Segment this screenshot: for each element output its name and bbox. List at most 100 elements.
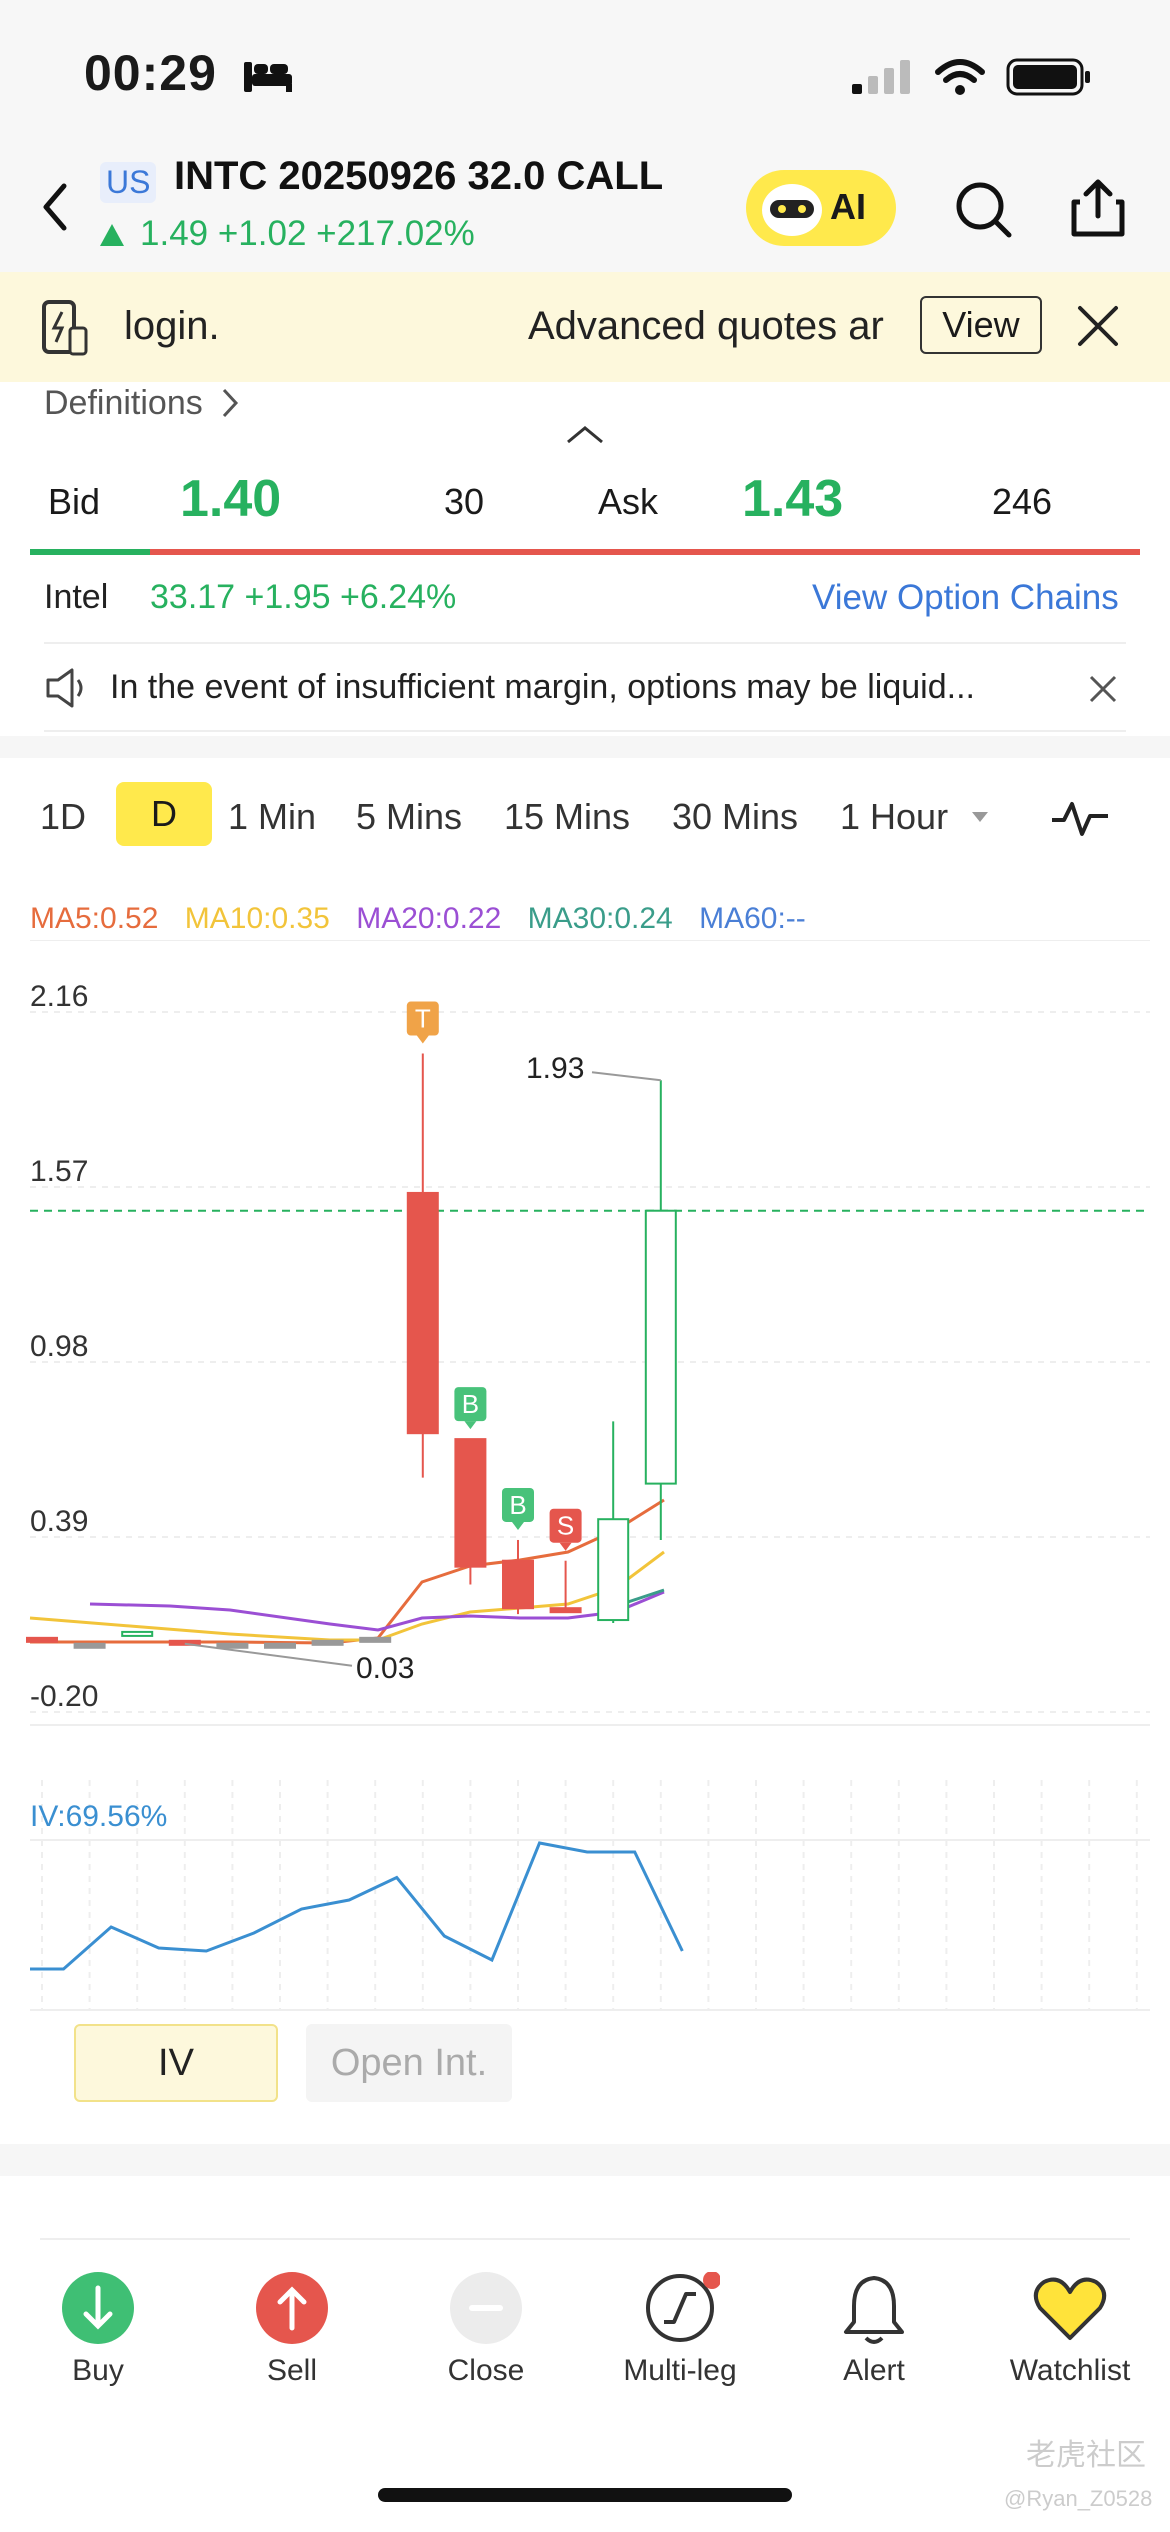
- search-icon[interactable]: [954, 180, 1014, 240]
- candle: B: [502, 1487, 534, 1615]
- section-gap: [0, 736, 1170, 758]
- watermark-text: 老虎社区: [1026, 2439, 1146, 2472]
- watermark-handle: @Ryan_Z0528: [1004, 2486, 1153, 2511]
- candle-body: [73, 1642, 106, 1649]
- candlestick-chart[interactable]: T B B S 1.93 0.03 2.16 1.57 0.98 0.39 -0.20: [0, 940, 1170, 1740]
- tab-iv[interactable]: IV: [74, 2024, 278, 2102]
- ma-legend: MA5:0.52 MA10:0.35 MA20:0.22 MA30:0.24 M…: [30, 902, 824, 936]
- candle: T: [406, 1001, 439, 1478]
- timeframe-bar: 1D D 1 Min 5 Mins 15 Mins 30 Mins 1 Hour: [0, 780, 1170, 852]
- buy-icon: [62, 2272, 134, 2344]
- candle-body: [502, 1559, 534, 1610]
- sell-label: Sell: [266, 2354, 318, 2387]
- banner-view-button[interactable]: View: [920, 296, 1042, 354]
- view-option-chains-link[interactable]: View Option Chains: [812, 578, 1119, 617]
- candle: [121, 1630, 154, 1637]
- dropdown-caret-icon[interactable]: [970, 810, 990, 824]
- ai-button[interactable]: AI: [746, 170, 896, 246]
- bid-ask-bar: Bid 1.40 30 Ask 1.43 246: [30, 455, 1140, 555]
- tab-1-min[interactable]: 1 Min: [228, 796, 317, 837]
- close-banner-icon[interactable]: [1076, 304, 1120, 348]
- tab-30-mins[interactable]: 30 Mins: [672, 796, 799, 837]
- ma10-value: MA10:0.35: [184, 902, 330, 935]
- close-notice-icon[interactable]: [1088, 674, 1118, 704]
- watchlist-button[interactable]: Watchlist: [990, 2260, 1150, 2400]
- banner-login-text: login.: [124, 304, 220, 348]
- trade-marker-pointer: [464, 1421, 477, 1430]
- trade-marker-label: T: [415, 1004, 431, 1034]
- ma20-value: MA20:0.22: [356, 902, 502, 935]
- close-position-icon: [450, 2272, 522, 2344]
- margin-notice: In the event of insufficient margin, opt…: [110, 668, 975, 706]
- y-tick-label: 2.16: [30, 980, 88, 1013]
- trade-marker-pointer: [512, 1521, 524, 1530]
- bid-bar: [30, 549, 150, 555]
- heart-icon: [1033, 2277, 1107, 2340]
- candle-body: [454, 1438, 487, 1568]
- iv-chart[interactable]: [0, 1770, 1170, 2020]
- contract-title: INTC 20250926 32.0 CALL: [174, 154, 664, 198]
- multi-leg-label: Multi-leg: [623, 2354, 737, 2387]
- candle-body: [359, 1636, 392, 1643]
- option-header: US INTC 20250926 32.0 CALL 1.49 +1.02 +2…: [0, 150, 1170, 272]
- tab-1-hour[interactable]: 1 Hour: [840, 796, 949, 837]
- low-annotation-leader: [184, 1642, 353, 1667]
- bid-price: 1.40: [180, 470, 282, 528]
- back-icon[interactable]: [40, 182, 70, 232]
- collapse-icon[interactable]: [566, 424, 604, 446]
- ask-price: 1.43: [742, 470, 844, 528]
- candle-body: [311, 1639, 344, 1646]
- ai-robot-icon: [762, 184, 822, 236]
- watchlist-label: Watchlist: [1009, 2354, 1131, 2387]
- wifi-icon: [935, 59, 985, 95]
- trade-marker-pointer: [416, 1035, 429, 1044]
- candle: [216, 1642, 249, 1649]
- high-annotation: 1.93: [526, 1052, 584, 1085]
- share-icon[interactable]: [1070, 176, 1126, 238]
- close-position-label: Close: [447, 2354, 525, 2387]
- candle: B: [454, 1387, 487, 1585]
- definitions-link[interactable]: Definitions: [44, 384, 242, 423]
- trade-marker[interactable]: [549, 1508, 582, 1543]
- candle-body: [26, 1636, 58, 1643]
- tab-5-mins[interactable]: 5 Mins: [356, 796, 463, 837]
- candle-body: [168, 1639, 201, 1646]
- tab-15-mins[interactable]: 15 Mins: [504, 796, 631, 837]
- battery-icon: [1006, 58, 1090, 96]
- ma5-value: MA5:0.52: [30, 902, 159, 935]
- trade-marker[interactable]: [454, 1387, 487, 1422]
- candle-body: [121, 1630, 154, 1637]
- multi-leg-button[interactable]: Multi-leg: [600, 2260, 760, 2400]
- ma60-value: MA60:--: [699, 902, 806, 935]
- section-gap: [0, 2144, 1170, 2176]
- bell-icon: [844, 2276, 904, 2344]
- divider: [44, 730, 1126, 732]
- underlying-name: Intel: [44, 578, 109, 616]
- ask-label: Ask: [598, 481, 659, 522]
- candle: [168, 1639, 201, 1646]
- ask-bar: [150, 549, 1140, 555]
- ai-label: AI: [830, 186, 866, 227]
- multi-leg-icon: [646, 2272, 720, 2342]
- alert-label: Alert: [843, 2354, 905, 2387]
- chart-type-icon[interactable]: [1050, 796, 1110, 840]
- candle-body: [549, 1607, 582, 1614]
- ma20-line: [89, 1590, 665, 1632]
- close-position-button[interactable]: Close: [406, 2260, 566, 2400]
- alert-button[interactable]: Alert: [794, 2260, 954, 2400]
- chevron-right-icon: [223, 388, 239, 418]
- iv-value-label: IV:69.56%: [30, 1800, 168, 1833]
- y-tick-label: -0.20: [30, 1680, 98, 1713]
- trade-marker[interactable]: [502, 1487, 534, 1522]
- buy-button[interactable]: Buy: [18, 2260, 178, 2400]
- bid-size: 30: [444, 481, 485, 522]
- tab-open-interest[interactable]: Open Int.: [306, 2024, 512, 2102]
- sell-button[interactable]: Sell: [212, 2260, 372, 2400]
- trade-marker-label: B: [462, 1389, 479, 1419]
- tab-1d[interactable]: 1D: [40, 796, 87, 837]
- tab-d[interactable]: D: [116, 782, 212, 846]
- trade-marker-pointer: [559, 1542, 572, 1551]
- candle: [264, 1642, 296, 1649]
- candle-body: [597, 1518, 630, 1622]
- trade-marker[interactable]: [406, 1001, 439, 1036]
